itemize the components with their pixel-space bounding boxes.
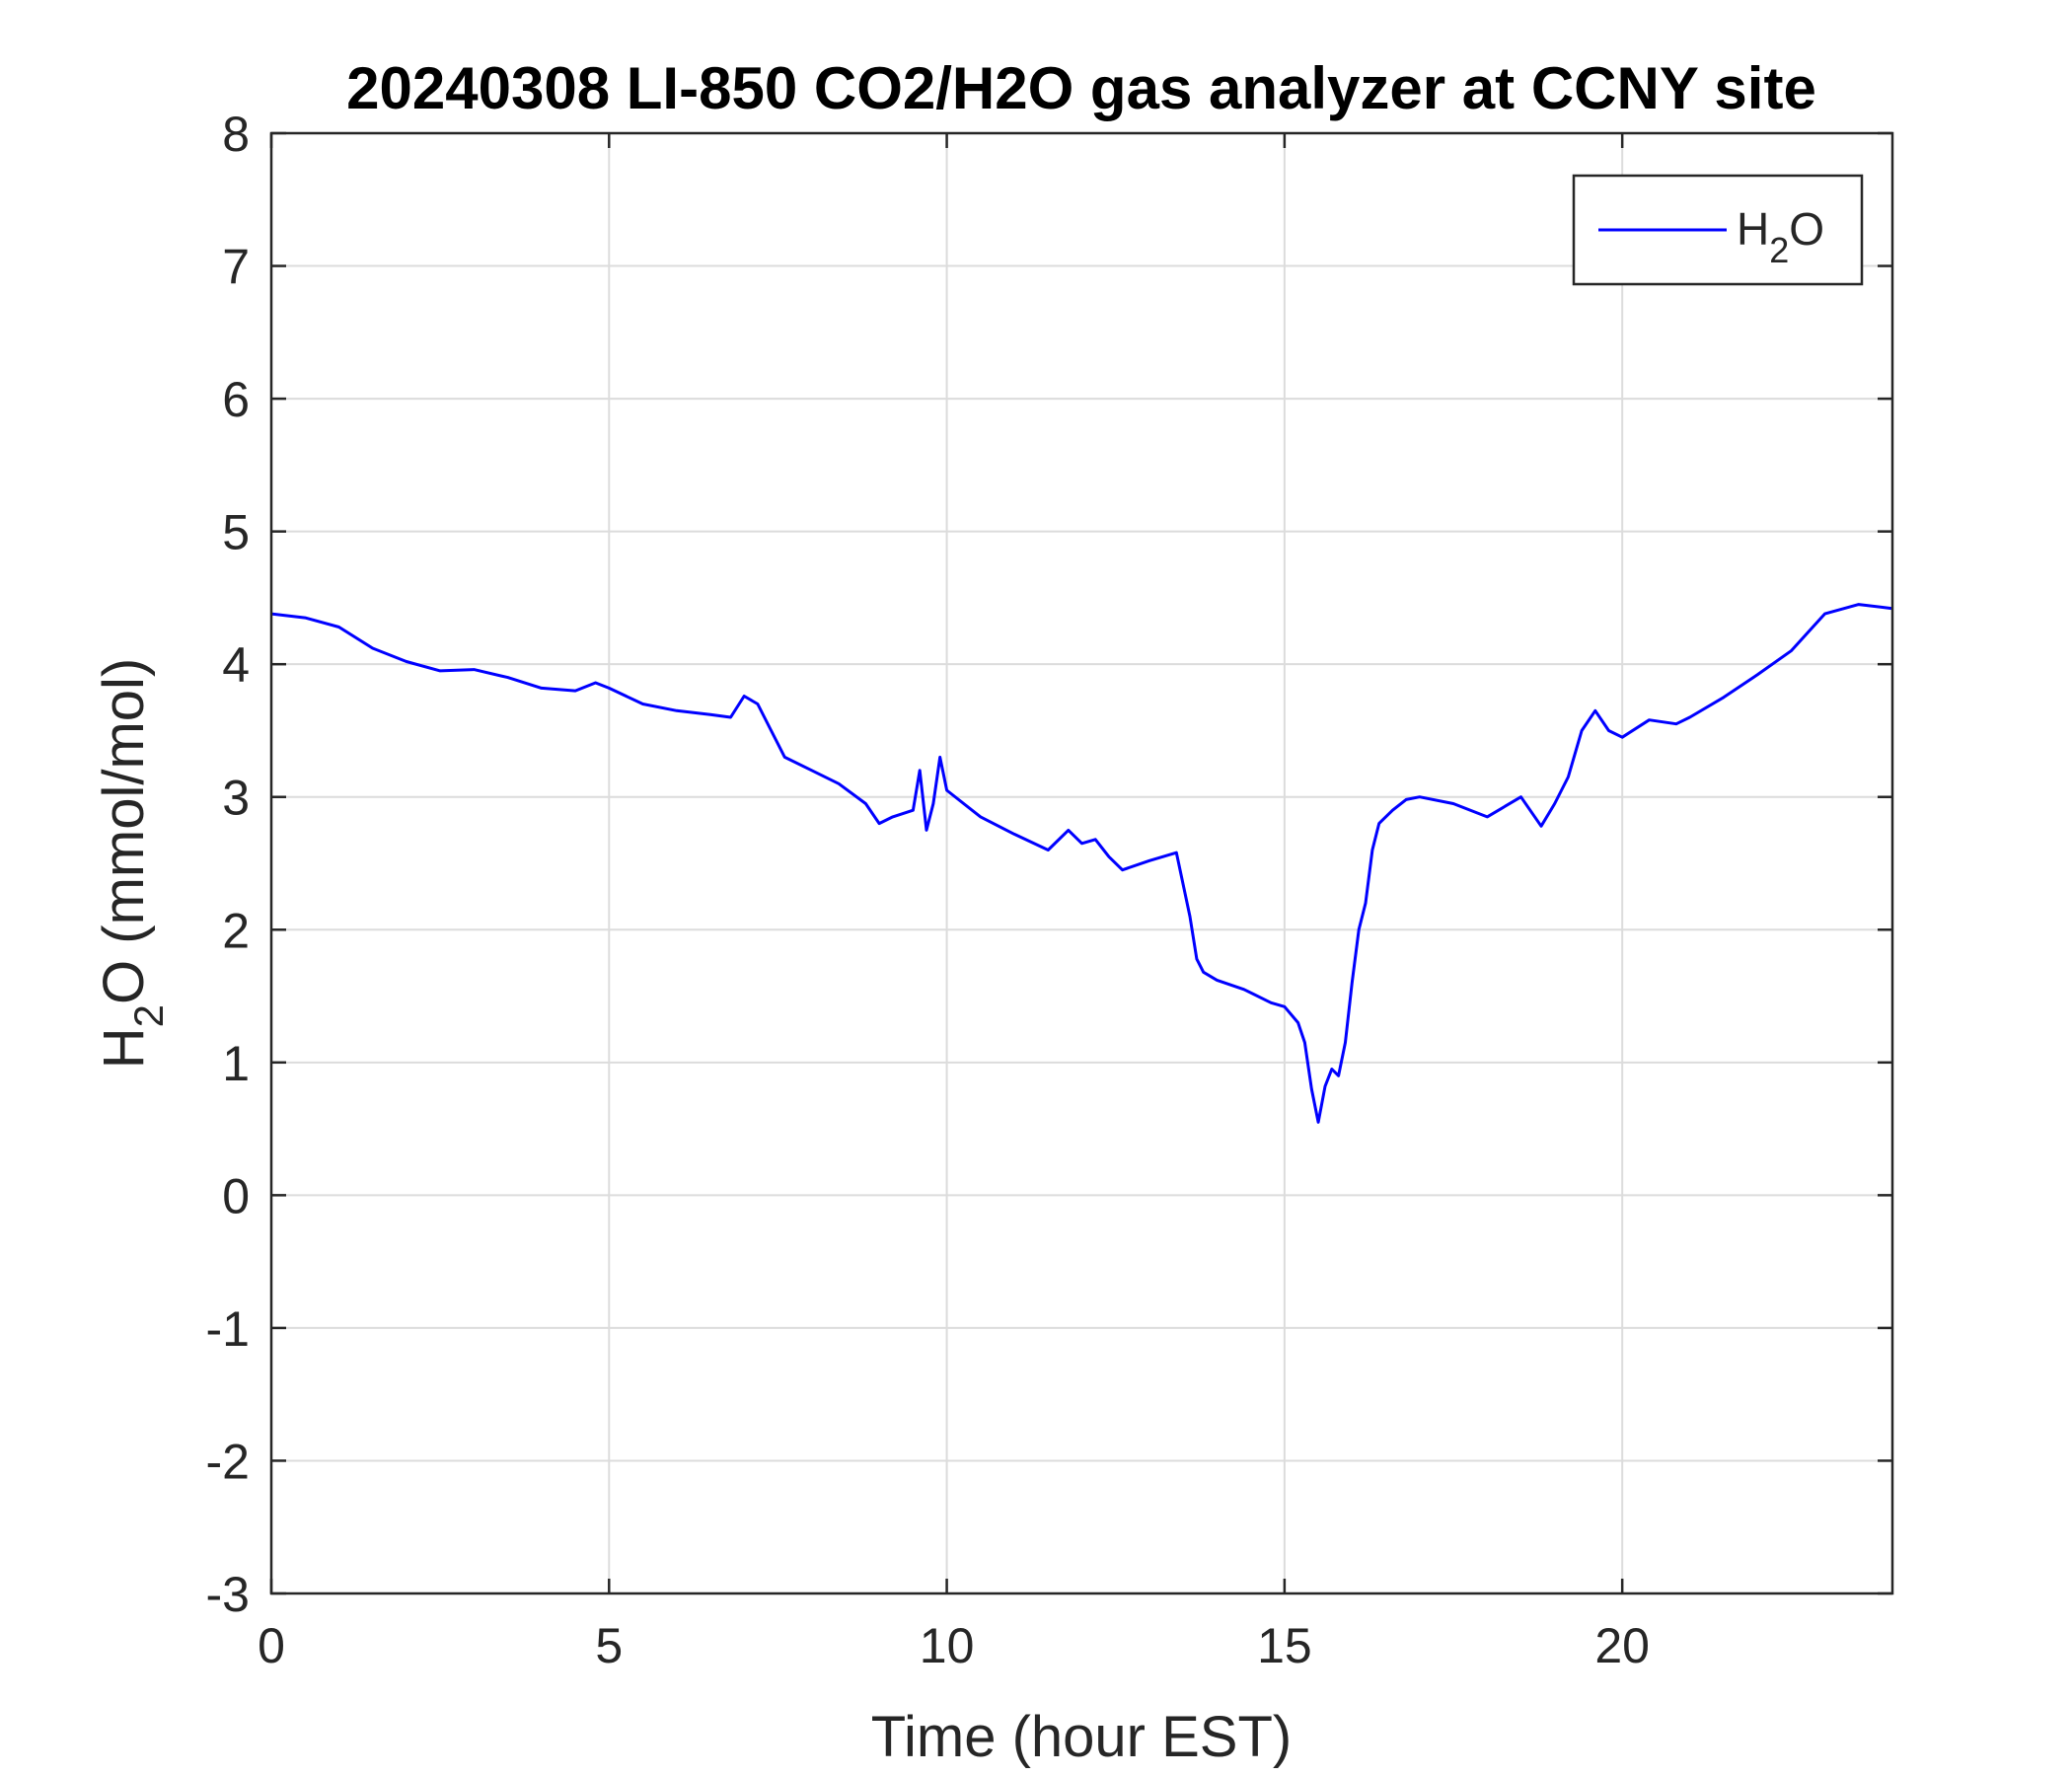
x-tick-label: 5: [595, 1618, 623, 1673]
chart-title: 20240308 LI-850 CO2/H2O gas analyzer at …: [346, 55, 1816, 121]
legend-label: H2O: [1737, 203, 1824, 270]
y-tick-label: 8: [222, 107, 250, 162]
x-axis-label: Time (hour EST): [871, 1705, 1292, 1769]
series: [270, 603, 1893, 1124]
legend-label-rest: O: [1789, 203, 1824, 255]
y-tick-label: 4: [222, 637, 250, 693]
y-axis-label-text: H2O (mmol/mol): [92, 658, 172, 1069]
y-tick-label: -2: [206, 1434, 250, 1489]
y-axis-label-rest: O (mmol/mol): [92, 658, 156, 1004]
y-tick-label: 1: [222, 1036, 250, 1091]
x-tick-label: 10: [920, 1618, 975, 1673]
y-tick-label: 3: [222, 771, 250, 826]
plot-frame: [269, 131, 1894, 1595]
y-axis-label: H2O (mmol/mol): [92, 658, 172, 1069]
y-tick-label: 0: [222, 1168, 250, 1223]
grid: [270, 132, 1892, 1594]
tick-labels: 0 5 10 15 20 -3 -2 -1 0 1 2 3 4 5 6 7 8: [206, 107, 1650, 1673]
y-tick-label: 7: [222, 240, 250, 295]
legend-label-subscript: 2: [1769, 230, 1789, 270]
x-tick-label: 0: [258, 1618, 285, 1673]
legend: H2O: [1572, 174, 1864, 286]
y-tick-label: -3: [206, 1567, 250, 1622]
y-axis-label-subscript: 2: [125, 1004, 172, 1027]
y-tick-label: 6: [222, 372, 250, 427]
legend-label-base: H: [1737, 203, 1769, 255]
x-tick-label: 15: [1257, 1618, 1312, 1673]
series-line: [270, 603, 1893, 1124]
y-tick-label: 5: [222, 505, 250, 560]
y-axis-label-base: H: [92, 1027, 156, 1069]
y-tick-label: 2: [222, 903, 250, 958]
y-tick-label: -1: [206, 1301, 250, 1357]
x-tick-label: 20: [1594, 1618, 1650, 1673]
